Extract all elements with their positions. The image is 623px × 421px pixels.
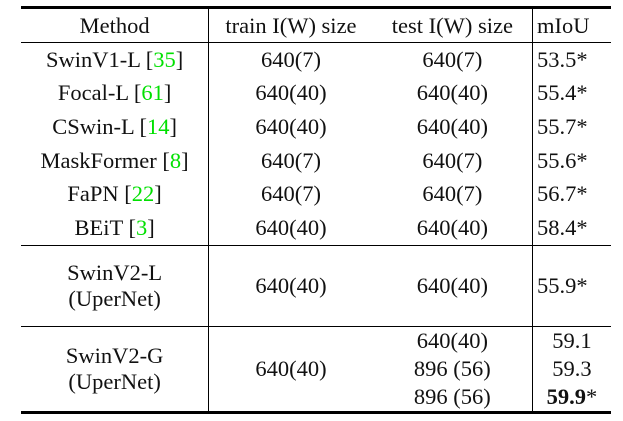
miou-cell: 59.1: [552, 327, 592, 353]
table-row-swinv2-g-3: 896 (56) 59.9*: [21, 382, 611, 413]
method-cell: CSwin-L [14]: [21, 110, 210, 144]
table-row: BEiT [3] 640(40) 640(40) 58.4*: [21, 210, 611, 246]
best-miou: 59.9: [546, 383, 587, 409]
citation-link[interactable]: 35: [153, 46, 176, 72]
test-cell: 640(7): [372, 177, 533, 211]
table-row: Focal-L [61] 640(40) 640(40) 55.4*: [21, 76, 611, 111]
train-cell: 640(7): [260, 147, 321, 173]
miou-cell-best: 59.9*: [532, 383, 611, 413]
table-row: MaskFormer [8] 640(7) 640(7) 55.6*: [21, 143, 611, 178]
citation-link[interactable]: 3: [135, 214, 148, 240]
method-cell: FaPN [22]: [21, 177, 210, 211]
miou-cell: 55.9*: [536, 272, 588, 298]
method-name: BEiT: [74, 214, 123, 240]
method-cell: Focal-L [61]: [21, 76, 210, 111]
train-cell: 640(7): [260, 181, 321, 207]
method-name: SwinV2-G: [65, 342, 164, 368]
method-cell: SwinV2-G (UperNet): [21, 326, 210, 413]
test-cell: 640(7): [372, 42, 533, 77]
citation-link[interactable]: 61: [141, 80, 164, 106]
miou-cell: 56.7*: [536, 181, 588, 207]
method-cell: BEiT [3]: [21, 210, 210, 246]
header-train-size: train I(W) size: [208, 7, 373, 43]
method-name: Focal-L: [57, 80, 129, 106]
table-row-swinv2-l: SwinV2-L (UperNet) 640(40) 640(40) 55.9*: [21, 245, 611, 327]
header-method: Method: [21, 7, 210, 43]
test-cell: 896 (56): [372, 382, 533, 413]
method-name: MaskFormer: [40, 147, 157, 173]
results-table: Method train I(W) size test I(W) size mI…: [21, 6, 611, 414]
train-cell: 640(40): [255, 214, 327, 240]
method-name: FaPN: [67, 181, 119, 207]
citation-link[interactable]: 14: [147, 113, 170, 139]
method-name: CSwin-L: [52, 113, 134, 139]
train-cell: 640(40): [255, 80, 327, 106]
star-mark: *: [586, 383, 598, 409]
method-name: SwinV2-L: [67, 259, 163, 285]
miou-cell: 55.7*: [536, 113, 588, 139]
method-sub: (UperNet): [68, 285, 161, 311]
miou-cell: 58.4*: [536, 214, 588, 240]
miou-cell: 59.3: [552, 355, 592, 381]
test-cell: 640(40): [372, 210, 533, 246]
miou-cell: 53.5*: [536, 46, 588, 72]
method-cell: MaskFormer [8]: [21, 143, 210, 178]
table-row: SwinV1-L [35] 640(7) 640(7) 53.5*: [21, 42, 611, 77]
header-row: Method train I(W) size test I(W) size mI…: [21, 7, 611, 43]
train-cell: 640(7): [260, 46, 321, 72]
method-cell: SwinV2-L (UperNet): [21, 245, 210, 327]
test-cell: 896 (56): [372, 354, 533, 383]
test-cell: 640(40): [372, 245, 533, 327]
table-row: FaPN [22] 640(7) 640(7) 56.7*: [21, 177, 611, 211]
train-cell: 640(40): [255, 113, 327, 139]
test-cell: 640(7): [372, 143, 533, 178]
train-cell: 640(40): [255, 355, 327, 381]
table-row-swinv2-g-2: 896 (56) 59.3: [21, 354, 611, 383]
train-cell: 640(40): [255, 272, 327, 298]
miou-cell: 55.6*: [536, 147, 588, 173]
table-row: CSwin-L [14] 640(40) 640(40) 55.7*: [21, 110, 611, 144]
citation-link[interactable]: 22: [131, 181, 155, 207]
method-sub: (UperNet): [68, 368, 161, 394]
test-cell: 640(40): [372, 76, 533, 111]
method-name: SwinV1-L: [45, 46, 141, 72]
test-cell: 640(40): [372, 110, 533, 144]
test-cell: 640(40): [372, 326, 533, 355]
method-cell: SwinV1-L [35]: [21, 42, 210, 77]
header-miou: mIoU: [532, 7, 611, 43]
citation-link[interactable]: 8: [169, 147, 182, 173]
miou-cell: 55.4*: [536, 80, 588, 106]
table-row-swinv2-g: SwinV2-G (UperNet) 640(40) 640(40) 59.1: [21, 326, 611, 413]
header-test-size: test I(W) size: [372, 7, 533, 43]
